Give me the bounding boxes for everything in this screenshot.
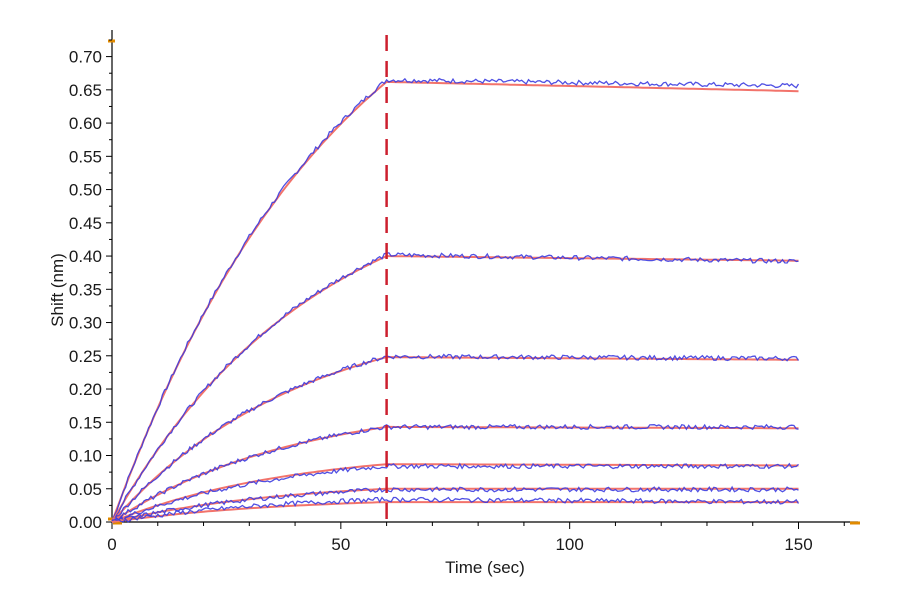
x-axis-title: Time (sec) — [445, 558, 525, 577]
plot-axes — [108, 30, 860, 525]
y-tick-label: 0.25 — [69, 347, 102, 366]
y-tick-label: 0.65 — [69, 81, 102, 100]
x-tick-label: 100 — [555, 535, 583, 554]
series-layer — [111, 77, 800, 523]
measured-curve-1 — [111, 77, 800, 523]
y-tick-label: 0.40 — [69, 247, 102, 266]
fit-curve-4 — [111, 425, 799, 523]
y-tick-label: 0.35 — [69, 280, 102, 299]
measured-curve-3 — [111, 353, 800, 522]
x-axis-ticks: 0 50 100 150 — [107, 522, 845, 554]
y-tick-label: 0.45 — [69, 214, 102, 233]
fit-curve-6 — [111, 487, 799, 523]
y-tick-label: 0.60 — [69, 114, 102, 133]
fit-curve-5 — [111, 463, 799, 523]
measured-curve-4 — [112, 423, 799, 523]
measured-curve-5 — [111, 462, 799, 523]
x-tick-label: 150 — [784, 535, 812, 554]
y-tick-label: 0.15 — [69, 413, 102, 432]
fit-curve-7 — [111, 501, 799, 523]
x-tick-label: 0 — [107, 535, 116, 554]
x-tick-label: 50 — [331, 535, 350, 554]
y-axis-title: Shift (nm) — [48, 253, 67, 327]
y-tick-label: 0.30 — [69, 314, 102, 333]
y-tick-label: 0.70 — [69, 48, 102, 67]
measured-curve-7 — [111, 496, 800, 523]
measured-curve-2 — [111, 252, 799, 523]
y-tick-label: 0.50 — [69, 181, 102, 200]
measured-curve-6 — [112, 485, 799, 523]
y-tick-label: 0.55 — [69, 147, 102, 166]
y-axis-ticks: 0.00 0.05 0.10 0.15 0.20 0.25 0.30 0.35 0.40 0.45… — [69, 39, 112, 532]
fit-curve-3 — [111, 356, 799, 523]
y-tick-label: 0.10 — [69, 447, 102, 466]
y-tick-label: 0.05 — [69, 480, 102, 499]
fit-curve-1 — [111, 80, 799, 523]
y-tick-label: 0.20 — [69, 380, 102, 399]
y-tick-label: 0.00 — [69, 513, 102, 532]
